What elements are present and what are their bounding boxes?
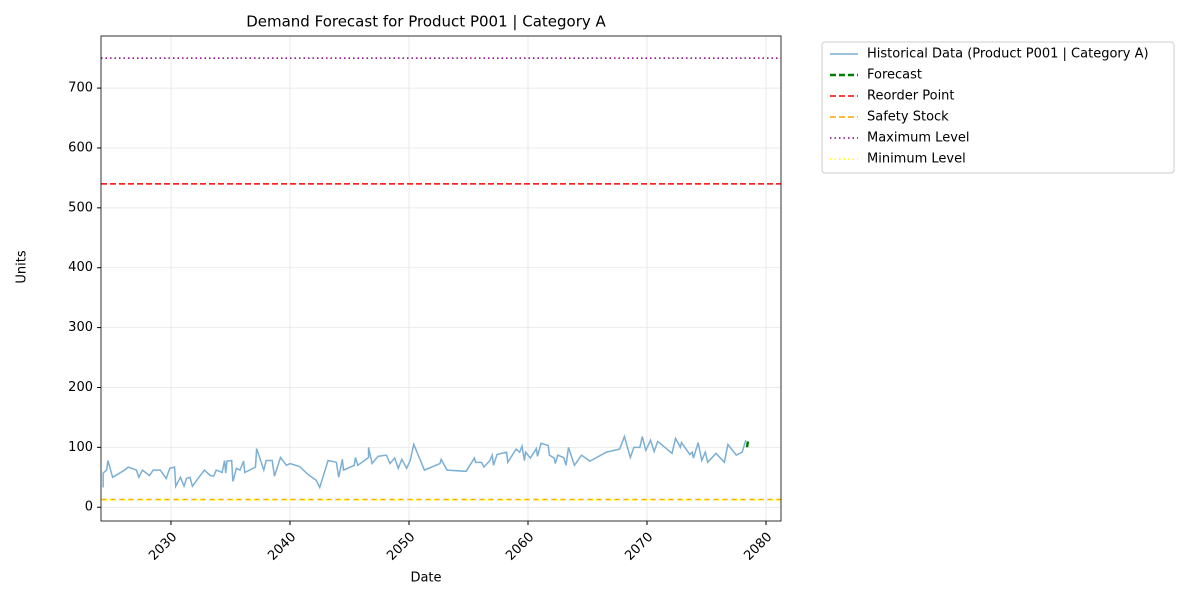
x-tick-label: 2030 (146, 530, 180, 564)
legend-label: Safety Stock (867, 110, 949, 125)
y-tick-label: 0 (85, 500, 93, 515)
legend-box (821, 41, 1175, 174)
y-tick-label: 700 (68, 81, 93, 96)
x-tick-label: 2050 (384, 530, 418, 564)
plot-frame (100, 35, 782, 522)
legend-label: Reorder Point (867, 89, 955, 104)
y-tick-label: 600 (68, 140, 93, 155)
y-tick-label: 500 (68, 200, 93, 215)
legend-label: Minimum Level (867, 152, 966, 167)
legend-label: Maximum Level (867, 131, 970, 146)
x-axis-label: Date (410, 571, 441, 586)
y-axis-label: Units (15, 250, 30, 283)
series-line (102, 434, 747, 490)
x-tick-label: 2040 (265, 530, 299, 564)
x-tick-label: 2070 (622, 530, 656, 564)
series-line (745, 439, 750, 448)
legend-label: Forecast (867, 68, 922, 83)
x-tick-label: 2060 (503, 530, 537, 564)
y-tick-label: 300 (68, 320, 93, 335)
y-tick-label: 400 (68, 260, 93, 275)
chart-title: Demand Forecast for Product P001 | Categ… (246, 13, 606, 31)
legend-label: Historical Data (Product P001 | Category… (867, 47, 1149, 62)
y-tick-label: 100 (68, 440, 93, 455)
y-tick-label: 200 (68, 380, 93, 395)
x-tick-label: 2080 (741, 530, 775, 564)
